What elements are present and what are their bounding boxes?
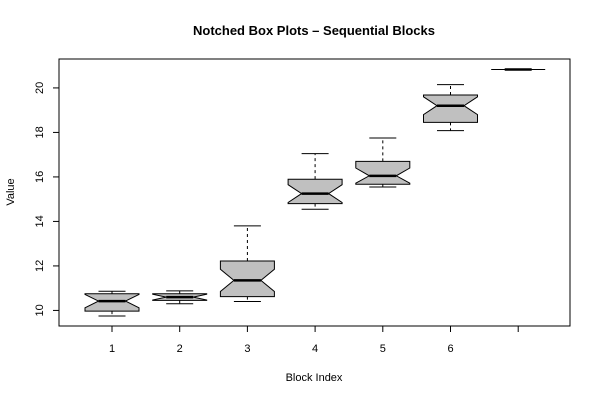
x-tick-label: 3 <box>244 343 250 355</box>
y-axis-title: Value <box>5 178 17 205</box>
x-tick-label: 2 <box>177 343 183 355</box>
box-body <box>84 293 140 312</box>
x-tick-label: 1 <box>109 343 115 355</box>
x-tick-label: 4 <box>312 343 318 355</box>
box-body <box>287 178 343 205</box>
y-tick-label: 12 <box>34 260 46 272</box>
box-body <box>219 260 275 298</box>
y-tick-label: 14 <box>34 215 46 227</box>
chart-title: Notched Box Plots – Sequential Blocks <box>193 23 435 38</box>
x-tick-label: 5 <box>380 343 386 355</box>
x-axis-title: Block Index <box>286 372 343 384</box>
y-tick-label: 20 <box>34 82 46 94</box>
box-body <box>355 160 411 185</box>
box-body <box>423 94 478 123</box>
y-tick-label: 18 <box>34 126 46 138</box>
y-tick-label: 16 <box>34 171 46 183</box>
y-tick-label: 10 <box>34 304 46 316</box>
plot-frame <box>58 58 571 327</box>
x-tick-label: 6 <box>447 343 453 355</box>
